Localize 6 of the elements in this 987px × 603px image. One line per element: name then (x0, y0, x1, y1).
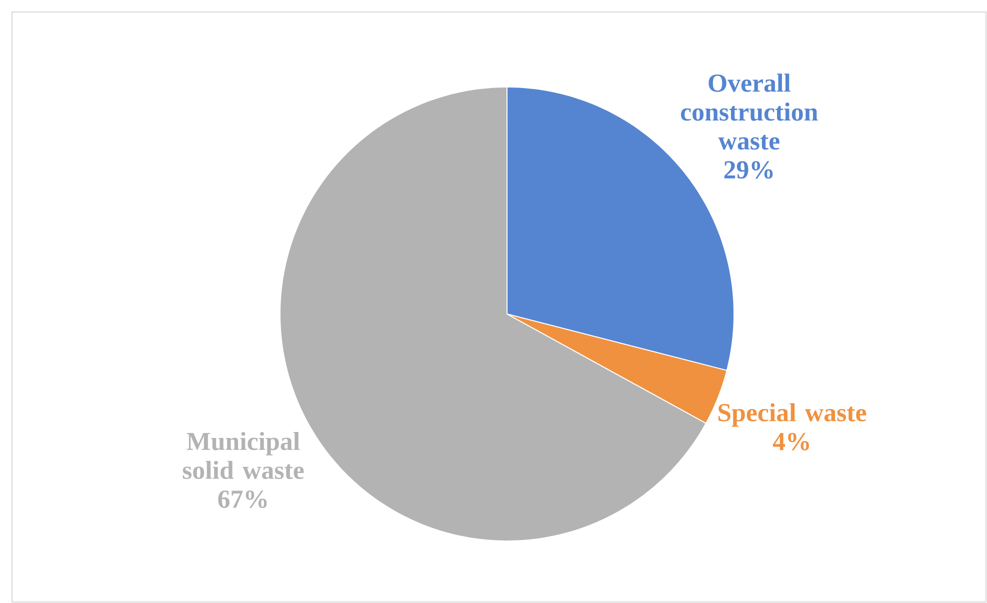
slice-label: Overall construction waste (680, 74, 818, 150)
data-label: 67% (218, 490, 267, 508)
data-label: 4% (772, 432, 809, 450)
slice-label: Special waste (718, 403, 866, 427)
slice-label: Municipal solid waste (182, 432, 304, 480)
data-label: 29% (724, 161, 773, 179)
